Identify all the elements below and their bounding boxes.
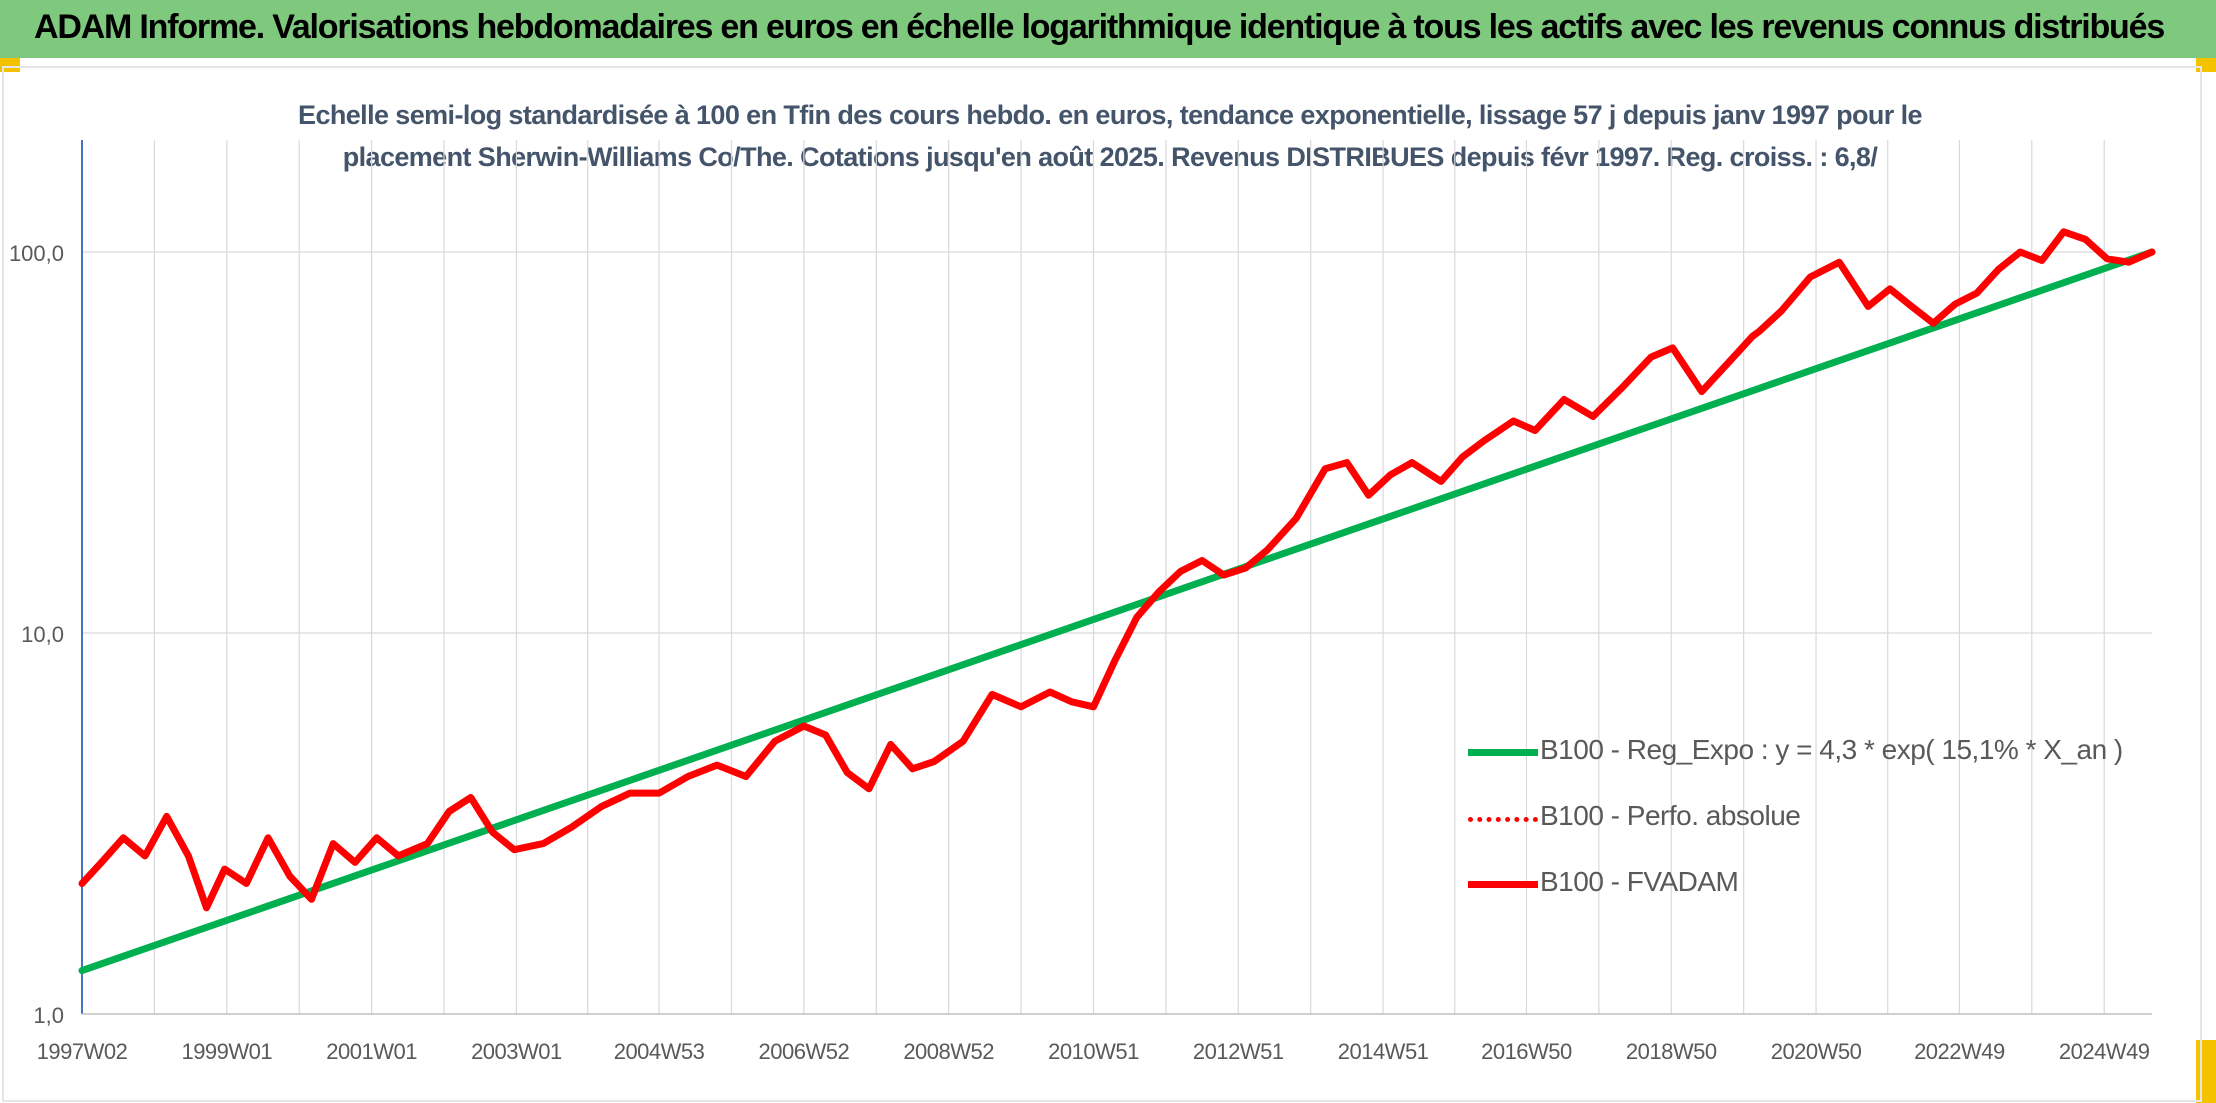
- legend-item-fvadam: B100 - FVADAM: [1468, 866, 2168, 906]
- corner-mark-top-left: [0, 58, 20, 72]
- x-tick-label: 1997W02: [37, 1039, 128, 1064]
- legend-label-trend: B100 - Reg_Expo : y = 4,3 * exp( 15,1% *…: [1540, 734, 2123, 765]
- legend-swatch-fvadam: [1468, 881, 1538, 888]
- x-tick-label: 2014W51: [1338, 1039, 1429, 1064]
- x-tick-label: 2018W50: [1626, 1039, 1717, 1064]
- y-tick-label: 100,0: [9, 241, 64, 266]
- x-tick-label: 2022W49: [1914, 1039, 2005, 1064]
- x-tick-label: 2006W52: [759, 1039, 850, 1064]
- tick-label-layer: 1,0 10,0 100,0 1997W02 1999W01 2001W01 2003W01…: [9, 241, 2150, 1064]
- y-tick-label: 10,0: [21, 622, 64, 647]
- axis-layer: [81, 140, 2152, 1015]
- chart-title: Echelle semi-log standardisée à 100 en T…: [260, 94, 1960, 178]
- x-tick-label: 2016W50: [1481, 1039, 1572, 1064]
- legend-label-perf-absolue: B100 - Perfo. absolue: [1540, 800, 1801, 831]
- legend-item-perf-absolue: B100 - Perfo. absolue: [1468, 800, 2168, 840]
- legend-item-trend: B100 - Reg_Expo : y = 4,3 * exp( 15,1% *…: [1468, 734, 2168, 774]
- grid-layer: [82, 140, 2152, 1014]
- x-tick-label: 2012W51: [1193, 1039, 1284, 1064]
- report-title: ADAM Informe. Valorisations hebdomadaire…: [34, 8, 2165, 46]
- series-layer: [78, 228, 2156, 975]
- chart-frame: [2, 66, 2202, 1102]
- series-line-2: [78, 228, 2156, 912]
- legend-swatch-perf-absolue: [1468, 817, 1538, 822]
- x-tick-label: 2020W50: [1771, 1039, 1862, 1064]
- x-tick-label: 2010W51: [1048, 1039, 1139, 1064]
- chart-title-line-1: Echelle semi-log standardisée à 100 en T…: [298, 100, 1922, 130]
- legend-swatch-trend: [1468, 749, 1538, 756]
- x-tick-label: 2008W52: [903, 1039, 994, 1064]
- series-line-0: [78, 248, 2156, 975]
- y-tick-label: 1,0: [33, 1003, 64, 1028]
- x-tick-label: 1999W01: [181, 1039, 272, 1064]
- x-tick-label: 2024W49: [2059, 1039, 2150, 1064]
- legend-label-fvadam: B100 - FVADAM: [1540, 866, 1739, 897]
- report-banner: ADAM Informe. Valorisations hebdomadaire…: [0, 0, 2216, 58]
- x-tick-label: 2004W53: [614, 1039, 705, 1064]
- x-tick-label: 2003W01: [471, 1039, 562, 1064]
- x-tick-label: 2001W01: [326, 1039, 417, 1064]
- chart-title-line-2: placement Sherwin-Williams Co/The. Cotat…: [342, 142, 1878, 172]
